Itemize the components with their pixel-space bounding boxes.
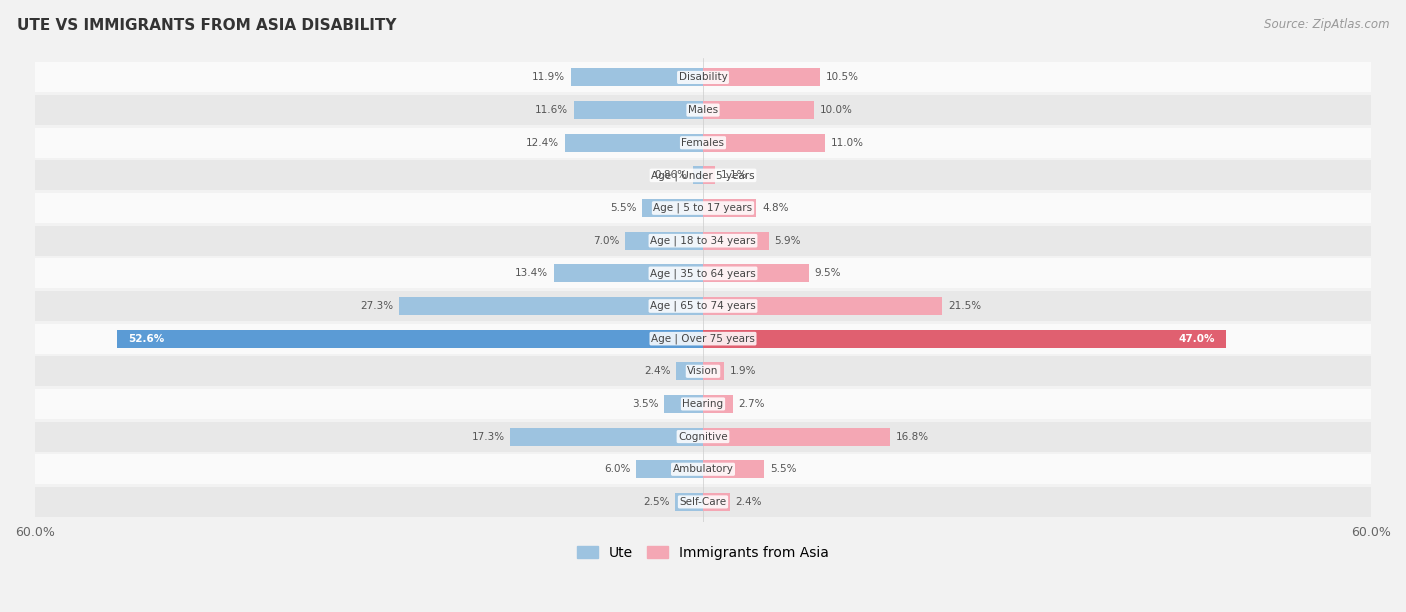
Bar	[675, 493, 703, 511]
Bar	[399, 297, 703, 315]
Bar	[35, 226, 1371, 256]
Text: 1.1%: 1.1%	[721, 170, 748, 181]
Bar	[510, 428, 703, 446]
Bar	[35, 291, 1371, 321]
Bar	[35, 356, 1371, 386]
Bar	[636, 460, 703, 478]
Text: 12.4%: 12.4%	[526, 138, 560, 147]
Bar	[703, 493, 730, 511]
Text: Ambulatory: Ambulatory	[672, 465, 734, 474]
Bar	[664, 395, 703, 413]
Text: 1.9%: 1.9%	[730, 367, 756, 376]
Bar	[35, 258, 1371, 288]
Text: UTE VS IMMIGRANTS FROM ASIA DISABILITY: UTE VS IMMIGRANTS FROM ASIA DISABILITY	[17, 18, 396, 34]
Text: 13.4%: 13.4%	[515, 268, 548, 278]
Text: 17.3%: 17.3%	[471, 431, 505, 442]
Text: 7.0%: 7.0%	[593, 236, 620, 245]
Bar	[574, 101, 703, 119]
Bar	[703, 362, 724, 380]
Text: 2.5%: 2.5%	[643, 497, 669, 507]
Text: Males: Males	[688, 105, 718, 115]
Bar	[117, 330, 703, 348]
Text: Age | 18 to 34 years: Age | 18 to 34 years	[650, 236, 756, 246]
Bar	[693, 166, 703, 184]
Bar	[703, 199, 756, 217]
Text: 3.5%: 3.5%	[631, 399, 658, 409]
Bar	[703, 297, 942, 315]
Bar	[35, 324, 1371, 354]
Text: 47.0%: 47.0%	[1178, 334, 1215, 344]
Bar	[35, 62, 1371, 92]
Text: 5.5%: 5.5%	[610, 203, 636, 213]
Bar	[35, 454, 1371, 484]
Bar	[703, 264, 808, 282]
Text: Self-Care: Self-Care	[679, 497, 727, 507]
Text: 27.3%: 27.3%	[360, 301, 394, 311]
Bar	[571, 69, 703, 86]
Text: Females: Females	[682, 138, 724, 147]
Bar	[35, 389, 1371, 419]
Bar	[35, 193, 1371, 223]
Text: Source: ZipAtlas.com: Source: ZipAtlas.com	[1264, 18, 1389, 31]
Legend: Ute, Immigrants from Asia: Ute, Immigrants from Asia	[572, 540, 834, 565]
Bar	[703, 166, 716, 184]
Text: 11.9%: 11.9%	[531, 72, 565, 83]
Text: 10.0%: 10.0%	[820, 105, 853, 115]
Text: Age | 5 to 17 years: Age | 5 to 17 years	[654, 203, 752, 214]
Bar	[35, 422, 1371, 452]
Text: 21.5%: 21.5%	[948, 301, 981, 311]
Bar	[35, 487, 1371, 517]
Text: Disability: Disability	[679, 72, 727, 83]
Bar	[565, 134, 703, 152]
Bar	[35, 95, 1371, 125]
Bar	[35, 128, 1371, 158]
Text: Age | 65 to 74 years: Age | 65 to 74 years	[650, 300, 756, 312]
Text: Age | 35 to 64 years: Age | 35 to 64 years	[650, 268, 756, 278]
Bar	[703, 395, 733, 413]
Text: 2.4%: 2.4%	[735, 497, 762, 507]
Text: 2.4%: 2.4%	[644, 367, 671, 376]
Bar	[626, 232, 703, 250]
Text: 52.6%: 52.6%	[128, 334, 165, 344]
Text: Hearing: Hearing	[682, 399, 724, 409]
Text: 11.0%: 11.0%	[831, 138, 865, 147]
Bar	[35, 160, 1371, 190]
Bar	[703, 428, 890, 446]
Text: 5.5%: 5.5%	[770, 465, 796, 474]
Bar	[703, 134, 825, 152]
Text: Age | Under 5 years: Age | Under 5 years	[651, 170, 755, 181]
Bar	[703, 69, 820, 86]
Bar	[641, 199, 703, 217]
Text: 16.8%: 16.8%	[896, 431, 929, 442]
Text: 11.6%: 11.6%	[536, 105, 568, 115]
Bar	[703, 232, 769, 250]
Bar	[703, 330, 1226, 348]
Bar	[703, 101, 814, 119]
Text: Vision: Vision	[688, 367, 718, 376]
Bar	[554, 264, 703, 282]
Text: 10.5%: 10.5%	[825, 72, 859, 83]
Text: 5.9%: 5.9%	[775, 236, 801, 245]
Text: 2.7%: 2.7%	[738, 399, 765, 409]
Text: 9.5%: 9.5%	[814, 268, 841, 278]
Text: 0.86%: 0.86%	[655, 170, 688, 181]
Text: Cognitive: Cognitive	[678, 431, 728, 442]
Text: 4.8%: 4.8%	[762, 203, 789, 213]
Text: Age | Over 75 years: Age | Over 75 years	[651, 334, 755, 344]
Bar	[703, 460, 765, 478]
Bar	[676, 362, 703, 380]
Text: 6.0%: 6.0%	[605, 465, 631, 474]
